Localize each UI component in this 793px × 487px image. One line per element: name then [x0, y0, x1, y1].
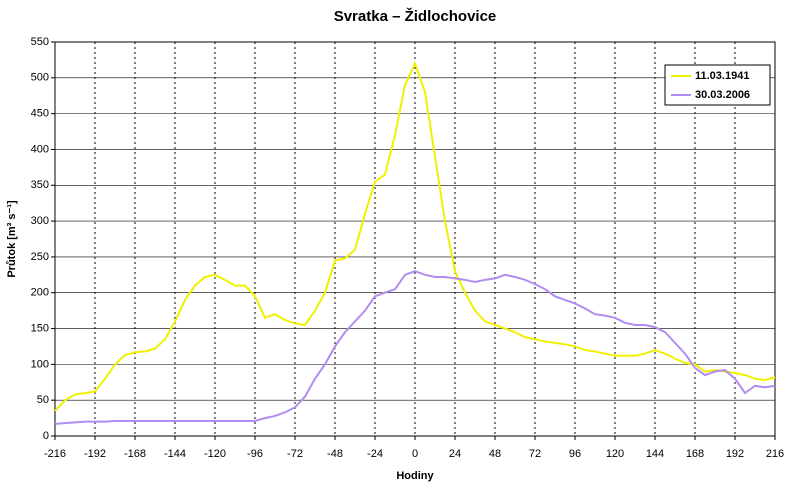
x-tick-label: -192 — [84, 448, 106, 460]
x-tick-label: -72 — [287, 448, 303, 460]
y-axis-label: Průtok [m³ s⁻¹] — [6, 200, 18, 278]
x-tick-label: 216 — [766, 448, 784, 460]
x-tick-label: -120 — [204, 448, 226, 460]
x-tick-label: 120 — [606, 448, 624, 460]
x-tick-label: -168 — [124, 448, 146, 460]
x-tick-label: 48 — [489, 448, 501, 460]
x-tick-label: 96 — [569, 448, 581, 460]
x-tick-label: 0 — [412, 448, 418, 460]
y-tick-label: 0 — [43, 430, 49, 442]
y-tick-label: 550 — [31, 36, 49, 48]
x-tick-label: -24 — [367, 448, 383, 460]
line-series — [54, 60, 776, 412]
legend-label: 30.03.2006 — [695, 89, 750, 101]
x-tick-label: -96 — [247, 448, 263, 460]
y-tick-label: 300 — [31, 215, 49, 227]
x-tick-label: 72 — [529, 448, 541, 460]
x-tick-label: -144 — [164, 448, 186, 460]
x-axis-label: Hodiny — [396, 470, 434, 482]
legend — [664, 64, 771, 106]
y-tick-label: 150 — [31, 322, 49, 334]
x-tick-label: 192 — [726, 448, 744, 460]
x-tick-label: -48 — [327, 448, 343, 460]
x-tick-label: 168 — [686, 448, 704, 460]
y-tick-label: 250 — [31, 251, 49, 263]
line-series — [54, 270, 776, 425]
y-tick-label: 350 — [31, 179, 49, 191]
legend-label: 11.03.1941 — [695, 70, 749, 82]
y-tick-label: 200 — [31, 287, 49, 299]
y-tick-label: 450 — [31, 108, 49, 120]
chart-title: Svratka – Židlochovice — [334, 7, 497, 25]
plot-border — [54, 41, 776, 437]
x-tick-label: 24 — [449, 448, 461, 460]
x-tick-label: -216 — [44, 448, 66, 460]
y-tick-label: 50 — [37, 394, 49, 406]
y-tick-label: 400 — [31, 143, 49, 155]
x-tick-label: 144 — [646, 448, 664, 460]
y-tick-label: 500 — [31, 72, 49, 84]
y-tick-label: 100 — [31, 358, 49, 370]
